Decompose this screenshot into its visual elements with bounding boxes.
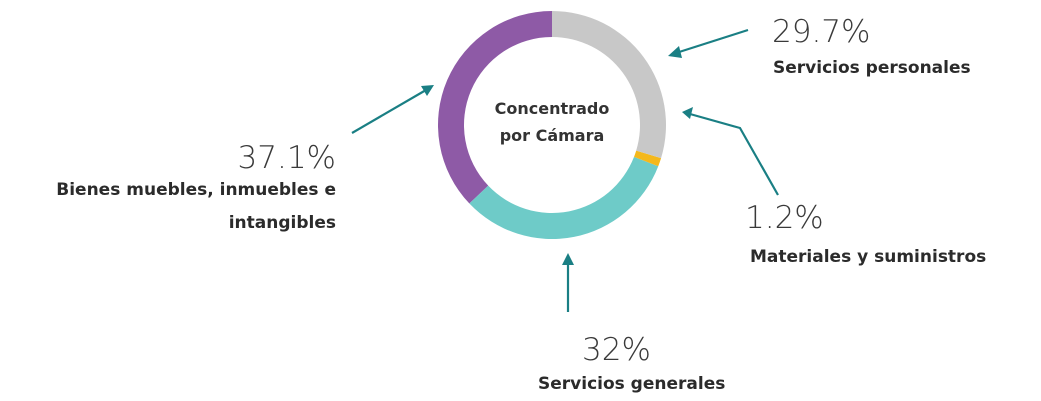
arrowhead xyxy=(562,253,574,265)
category-label: Servicios personales xyxy=(773,58,971,78)
value-label: 32% xyxy=(582,332,651,368)
center-line: por Cámara xyxy=(499,126,605,145)
arrowhead xyxy=(682,107,693,119)
donut-slice xyxy=(469,156,659,240)
center-label: Concentrado por Cámara xyxy=(482,95,622,149)
donut-slice xyxy=(552,11,666,159)
arrowhead xyxy=(421,85,434,96)
arrows xyxy=(351,28,779,312)
value-label: 1.2% xyxy=(745,200,824,236)
arrow xyxy=(689,112,779,196)
category-label: Bienes muebles, inmuebles e intangibles xyxy=(56,180,336,233)
value-label: 29.7% xyxy=(772,14,871,50)
donut-slice xyxy=(438,11,552,204)
arrow xyxy=(675,28,749,55)
arrowhead xyxy=(668,46,682,58)
arrow xyxy=(351,89,427,134)
donut-slice xyxy=(634,150,662,167)
center-line: Concentrado xyxy=(494,99,610,118)
value-label: 37.1% xyxy=(237,140,336,176)
category-label: Servicios generales xyxy=(538,374,726,394)
category-label: Materiales y suministros xyxy=(750,247,987,267)
